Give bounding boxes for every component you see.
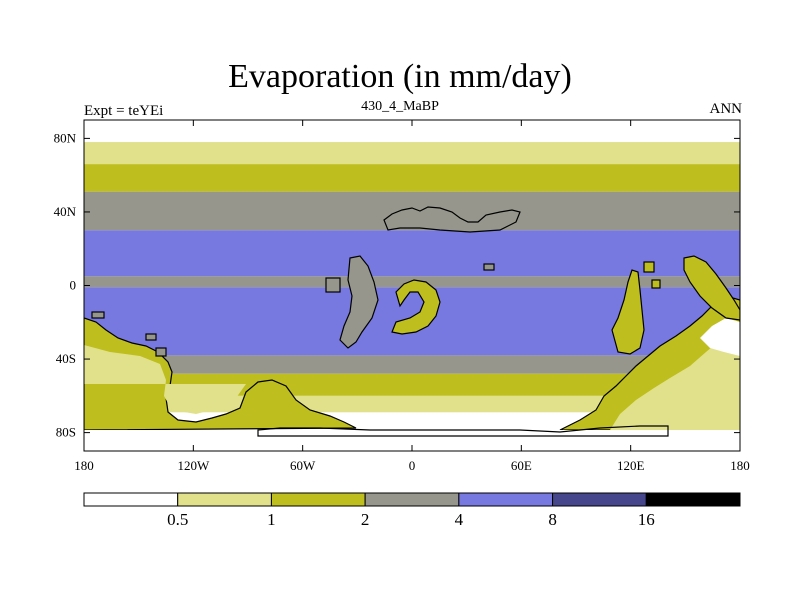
island-2 bbox=[91, 311, 105, 319]
colorbar-label: 4 bbox=[455, 510, 464, 529]
y-tick-label: 0 bbox=[70, 278, 77, 293]
season-label: ANN bbox=[709, 101, 743, 117]
land-southeast-inner bbox=[610, 334, 740, 430]
y-tick-label: 40S bbox=[56, 351, 76, 366]
colorbar-label: 8 bbox=[548, 510, 557, 529]
x-tick-label: 60E bbox=[511, 458, 532, 473]
colorbar-label: 2 bbox=[361, 510, 370, 529]
period-label: 430_4_MaBP bbox=[361, 99, 439, 114]
y-tick-label: 80S bbox=[56, 425, 76, 440]
island-4 bbox=[155, 347, 167, 357]
island-6 bbox=[643, 261, 655, 273]
colorbar-swatch-3 bbox=[364, 492, 460, 507]
land-east-strip bbox=[611, 269, 645, 355]
x-tick-label: 60W bbox=[290, 458, 316, 473]
colorbar-swatch-6 bbox=[645, 492, 741, 507]
map-title: Evaporation (in mm/day) bbox=[228, 58, 572, 95]
zonal-band-7 bbox=[84, 355, 740, 374]
land-southwest-inner bbox=[84, 345, 246, 414]
zonal-band-2 bbox=[84, 164, 740, 192]
island-7 bbox=[651, 279, 661, 289]
land-central-south bbox=[339, 255, 379, 349]
colorbar-swatch-1 bbox=[177, 492, 272, 507]
colorbar: 0.5 1 2 4 8 16 bbox=[83, 492, 741, 529]
land-antarctic bbox=[84, 430, 740, 451]
x-tick-label: 180 bbox=[74, 458, 94, 473]
y-tick-label: 40N bbox=[54, 204, 77, 219]
x-tick-label: 120E bbox=[617, 458, 645, 473]
land-east-coast bbox=[683, 255, 740, 321]
y-axis: 80N 40N 0 40S 80S bbox=[54, 130, 740, 440]
land-southwest bbox=[84, 317, 357, 431]
x-axis: 180 120W 60W 0 60E 120E 180 bbox=[74, 120, 750, 473]
colorbar-label: 16 bbox=[638, 510, 655, 529]
island-1 bbox=[325, 277, 341, 293]
zonal-band-1 bbox=[84, 142, 740, 165]
island-3 bbox=[145, 333, 157, 341]
y-tick-label: 80N bbox=[54, 130, 77, 145]
colorbar-swatch-5 bbox=[552, 492, 647, 507]
zonal-band-0 bbox=[84, 120, 740, 143]
colorbar-swatch-4 bbox=[458, 492, 554, 507]
land-north-central bbox=[383, 206, 521, 233]
land-hook bbox=[391, 279, 441, 335]
colorbar-swatch-0 bbox=[83, 492, 179, 507]
x-tick-label: 120W bbox=[177, 458, 210, 473]
island-5 bbox=[483, 263, 495, 271]
colorbar-label: 0.5 bbox=[167, 510, 188, 529]
colorbar-swatch-2 bbox=[270, 492, 366, 507]
experiment-label: Expt = teYEi bbox=[84, 103, 164, 119]
zonal-band-4 bbox=[84, 230, 740, 277]
evaporation-field bbox=[84, 120, 740, 451]
antarctic-outline bbox=[257, 425, 669, 437]
colorbar-label: 1 bbox=[267, 510, 276, 529]
land-southeast-white bbox=[700, 318, 740, 356]
x-tick-label: 0 bbox=[409, 458, 416, 473]
x-tick-label: 180 bbox=[730, 458, 750, 473]
